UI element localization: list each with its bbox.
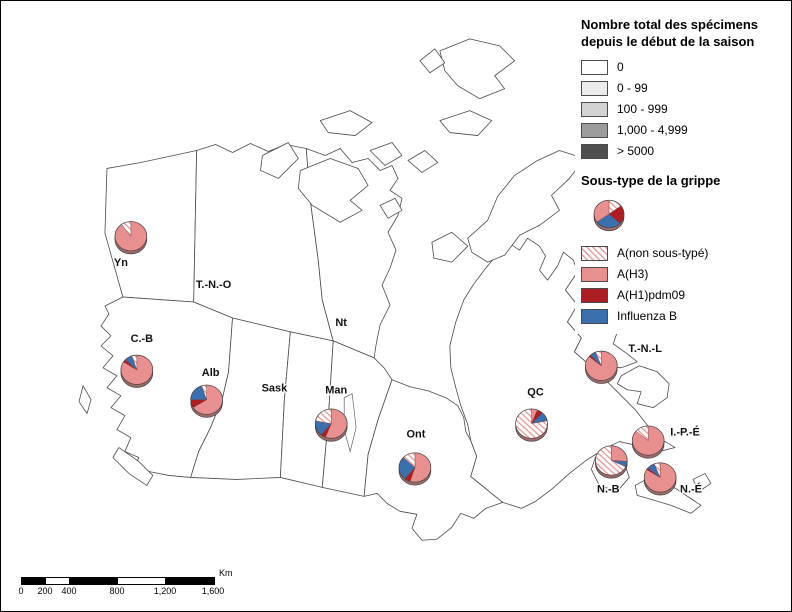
legend-class-1-label: 0 - 99 [617,81,648,96]
scalebar-segment-1 [46,578,70,584]
legend-class-4-swatch [581,143,608,159]
label-qc: QC [527,387,544,399]
legend-subtype-h3: A(H3) [581,266,781,282]
island-vancouver [112,447,154,486]
island-victoria [297,158,369,223]
island-southampton [431,231,469,263]
scalebar-ticks: 0 200 400 800 1,200 1,600 [18,586,224,598]
legend-subtype-b: Influenza B [581,308,781,324]
region-ontario [363,379,504,541]
scalebar-bar [21,577,215,585]
scalebar-tick-4: 1,200 [153,586,177,596]
legend-subtype-b-label: Influenza B [617,309,678,324]
legend-subtype-b-swatch [581,308,608,324]
island-melville [319,110,373,136]
legend-class-4-label: > 5000 [617,144,655,159]
province-labels-layer: Yn T.-N.-O Nt C.-B Alb Sask Man Ont QC T.-N.-L I.-… [113,256,703,497]
legend-sample-pie-chart [593,199,625,231]
legend-sample-pie [593,199,625,231]
label-tnl: T.-N.-L [628,343,662,355]
scalebar-unit: Km [219,568,233,578]
legend-class-1-swatch [581,80,608,96]
scalebar-segment-3 [118,578,166,584]
scalebar-segment-0 [22,578,46,584]
legend-class-2-label: 100 - 999 [617,102,668,117]
label-nb: N.-B [597,483,620,495]
legend-class-2-swatch [581,101,608,117]
legend-class-3-swatch [581,122,608,138]
label-cb: C.-B [131,333,154,345]
island-axel-heiberg [419,48,446,74]
legend-class-0-swatch [581,59,608,75]
label-ont: Ont [407,429,426,441]
island-somerset [407,150,439,173]
label-ipe: I.-P.-É [670,426,700,439]
legend-class-1: 0 - 99 [581,80,781,96]
island-haida-gwaii [78,385,92,415]
island-devon [439,110,493,136]
scalebar-tick-2: 400 [61,586,77,596]
scalebar-tick-5: 1,600 [201,586,225,596]
island-ellesmere [439,38,516,100]
label-sask: Sask [262,383,288,395]
label-tno: T.-N.-O [196,279,232,291]
legend-class-list: 0 0 - 99 100 - 999 1,000 - 4,999 > 5000 [581,59,781,159]
legend-subtype-ns: A(non sous-typé) [581,245,781,261]
label-yn: Yn [114,257,128,269]
island-newfoundland [616,365,670,409]
pie-man [314,408,348,442]
legend-subtype-ns-swatch [581,245,608,261]
legend-subtype-h3-swatch [581,266,608,282]
legend-subtype-h1-swatch [581,287,608,303]
pie-yn [114,221,148,255]
pie-ipe [631,425,665,459]
label-ne: N.-É [680,482,702,495]
scalebar-tick-0: 0 [18,586,24,596]
pie-alb [190,384,223,418]
island-banks [260,142,299,179]
scalebar-segment-4 [166,578,214,584]
legend-class-0-label: 0 [617,60,624,75]
legend-class-0: 0 [581,59,781,75]
scalebar-tick-3: 800 [109,586,125,596]
island-baffin [467,150,585,263]
legend-subtype-h3-label: A(H3) [617,267,649,282]
pie-nb [594,445,628,479]
legend-subtype-h1: A(H1)pdm09 [581,287,781,303]
pie-charts-layer [114,221,677,496]
label-alb: Alb [202,367,220,379]
scalebar-tick-1: 200 [37,586,53,596]
pie-slice-h3 [611,445,628,462]
island-prince-of-wales [369,142,403,166]
island-king-william [379,197,403,219]
label-man: Man [325,385,347,397]
legend-class-2: 100 - 999 [581,101,781,117]
island-cape-breton [692,473,712,492]
pie-ont [398,452,432,486]
legend-class-4: > 5000 [581,143,781,159]
legend-subtype-list: A(non sous-typé) A(H3) A(H1)pdm09 Influenza… [581,245,781,324]
pie-ne [643,462,677,496]
legend-title: Nombre total des spécimens depuis le déb… [581,17,758,49]
legend-panel: Nombre total des spécimens depuis le déb… [575,11,787,334]
legend-class-3: 1,000 - 4,999 [581,122,781,138]
pie-cb [120,354,154,388]
legend-class-3-label: 1,000 - 4,999 [617,123,688,138]
legend-subtype-ns-label: A(non sous-typé) [617,246,709,261]
pie-tnl [585,350,618,384]
scalebar: Km 0 200 400 800 1,200 1,600 [17,565,257,599]
scalebar-segment-2 [70,578,118,584]
pie-qc [515,408,548,442]
label-nt: Nt [335,317,347,329]
legend-subtype-h1-label: A(H1)pdm09 [617,288,686,303]
subtype-legend-title: Sous-type de la grippe [581,172,721,188]
